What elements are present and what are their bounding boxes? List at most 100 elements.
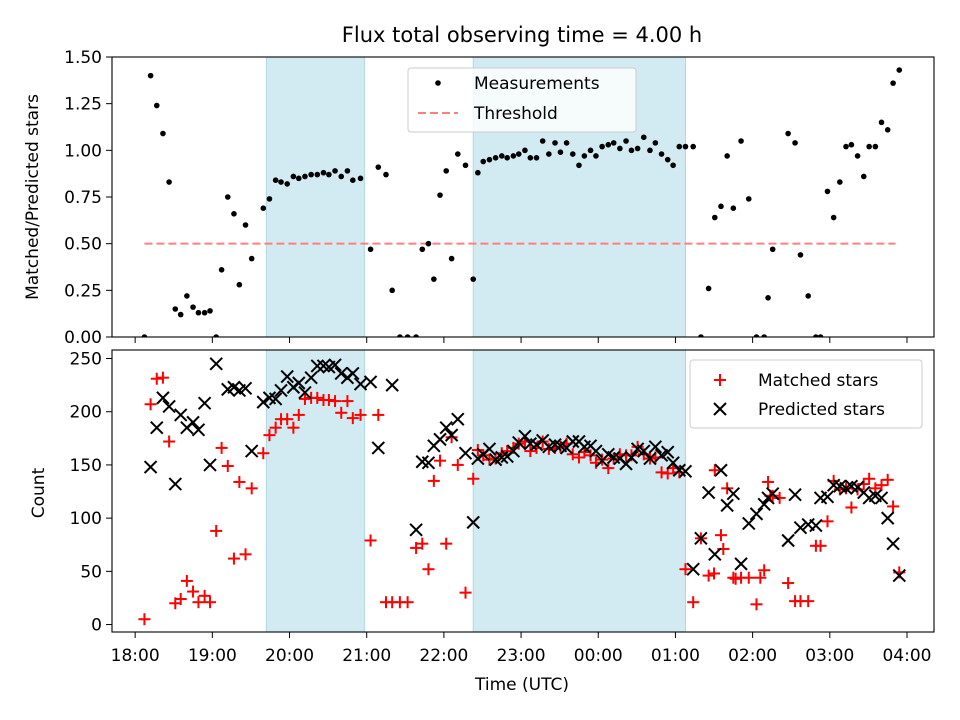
- predicted-star-point: [238, 381, 253, 396]
- predicted-star-point: [726, 486, 741, 501]
- matched-star-point: [204, 596, 217, 609]
- matched-star-point: [679, 563, 692, 576]
- predicted-star-point: [892, 568, 906, 583]
- measurement-point: [284, 181, 291, 187]
- matched-star-point: [881, 473, 894, 486]
- measurement-point: [848, 141, 855, 148]
- measurement-point: [792, 140, 798, 146]
- measurement-point: [738, 138, 744, 144]
- bottom-y-axis-label: Count: [29, 467, 49, 518]
- top-y-tick-label: 0.25: [64, 281, 102, 301]
- measurement-point: [533, 155, 540, 161]
- measurement-point: [690, 143, 696, 150]
- measurement-point: [522, 147, 528, 154]
- measurement-point: [610, 140, 617, 146]
- matched-star-point: [221, 459, 234, 472]
- predicted-star-point: [757, 497, 771, 512]
- matched-star-point: [364, 534, 377, 547]
- measurement-point: [425, 240, 432, 247]
- measurement-point: [326, 171, 332, 178]
- predicted-star-point: [304, 370, 318, 385]
- predicted-star-point: [874, 491, 889, 505]
- measurement-point: [201, 309, 208, 316]
- measurement-point: [652, 140, 659, 146]
- measurement-point: [413, 334, 419, 337]
- measurement-point: [515, 151, 522, 157]
- measurement-point: [698, 334, 704, 337]
- predicted-star-point: [334, 366, 348, 381]
- measurement-point: [805, 293, 811, 299]
- predicted-star-point: [203, 458, 217, 472]
- measurement-point: [872, 143, 879, 150]
- measurement-point: [389, 287, 395, 294]
- top-y-axis-label: Matched/Predicted stars: [23, 94, 43, 300]
- predicted-star-point: [518, 429, 532, 443]
- measurement-point: [605, 141, 612, 148]
- matched-star-point: [144, 398, 157, 411]
- matched-star-point: [762, 475, 775, 488]
- matched-star-point: [887, 500, 900, 513]
- matched-star-point: [150, 372, 163, 385]
- measurement-point: [724, 153, 730, 159]
- matched-star-point: [467, 472, 480, 485]
- matched-star-point: [714, 529, 727, 542]
- measurement-point: [896, 67, 903, 73]
- measurement-point: [153, 102, 160, 109]
- top-y-tick-label: 0.75: [64, 188, 102, 208]
- measurement-point: [712, 214, 718, 221]
- predicted-star-point: [765, 486, 780, 501]
- x-tick-label: 22:00: [419, 646, 468, 666]
- measurement-point: [404, 334, 411, 337]
- measurement-point: [824, 188, 831, 195]
- matched-star-point: [174, 593, 187, 606]
- measurement-point: [290, 173, 297, 180]
- measurement-point: [785, 130, 791, 137]
- measurement-point: [753, 334, 760, 337]
- measurement-point: [486, 156, 493, 163]
- x-tick-label: 04:00: [882, 646, 931, 666]
- measurement-point: [817, 334, 824, 337]
- matched-star-point: [440, 537, 453, 550]
- measurement-point: [462, 162, 469, 169]
- matched-star-point: [239, 548, 252, 561]
- predicted-star-point: [444, 428, 459, 442]
- measurement-point: [278, 179, 284, 185]
- matched-star-point: [459, 586, 472, 599]
- matched-star-point: [416, 537, 429, 550]
- measurement-point: [172, 306, 179, 312]
- measurement-point: [576, 162, 582, 169]
- measurement-point: [480, 158, 487, 165]
- measurement-point: [397, 334, 403, 337]
- measurement-point: [437, 192, 443, 198]
- predicted-star-point: [788, 488, 802, 502]
- matched-star-point: [572, 451, 585, 464]
- legend-measurements-label: Measurements: [474, 74, 600, 94]
- predicted-star-point: [482, 442, 497, 456]
- predicted-star-point: [150, 420, 164, 435]
- top-y-tick-label: 0.50: [64, 235, 102, 255]
- measurement-point: [587, 147, 594, 154]
- measurement-point: [367, 246, 374, 253]
- measurement-point: [623, 138, 629, 144]
- top-y-tick-label: 0.00: [64, 328, 102, 348]
- measurement-point: [552, 140, 558, 146]
- matched-star-point: [782, 577, 795, 590]
- matched-star-point: [281, 413, 294, 426]
- measurement-point: [837, 179, 843, 185]
- predicted-star-point: [566, 434, 580, 449]
- measurement-point: [830, 214, 837, 221]
- measurement-point: [557, 149, 564, 155]
- matched-star-point: [227, 552, 240, 565]
- matched-star-point: [875, 479, 888, 492]
- predicted-star-point: [156, 391, 170, 405]
- predicted-star-point: [708, 547, 722, 562]
- bottom-y-tick-label: 150: [70, 456, 102, 476]
- measurement-point: [813, 334, 819, 337]
- measurement-point: [431, 276, 437, 282]
- top-panel: 0.00 0.25 0.50 0.75 1.00 1.25 1.50 Matched/Pre…: [23, 48, 935, 348]
- measurement-point: [628, 147, 635, 154]
- measurement-point: [664, 156, 671, 163]
- predicted-star-point: [686, 562, 700, 576]
- matched-star-point: [287, 421, 300, 434]
